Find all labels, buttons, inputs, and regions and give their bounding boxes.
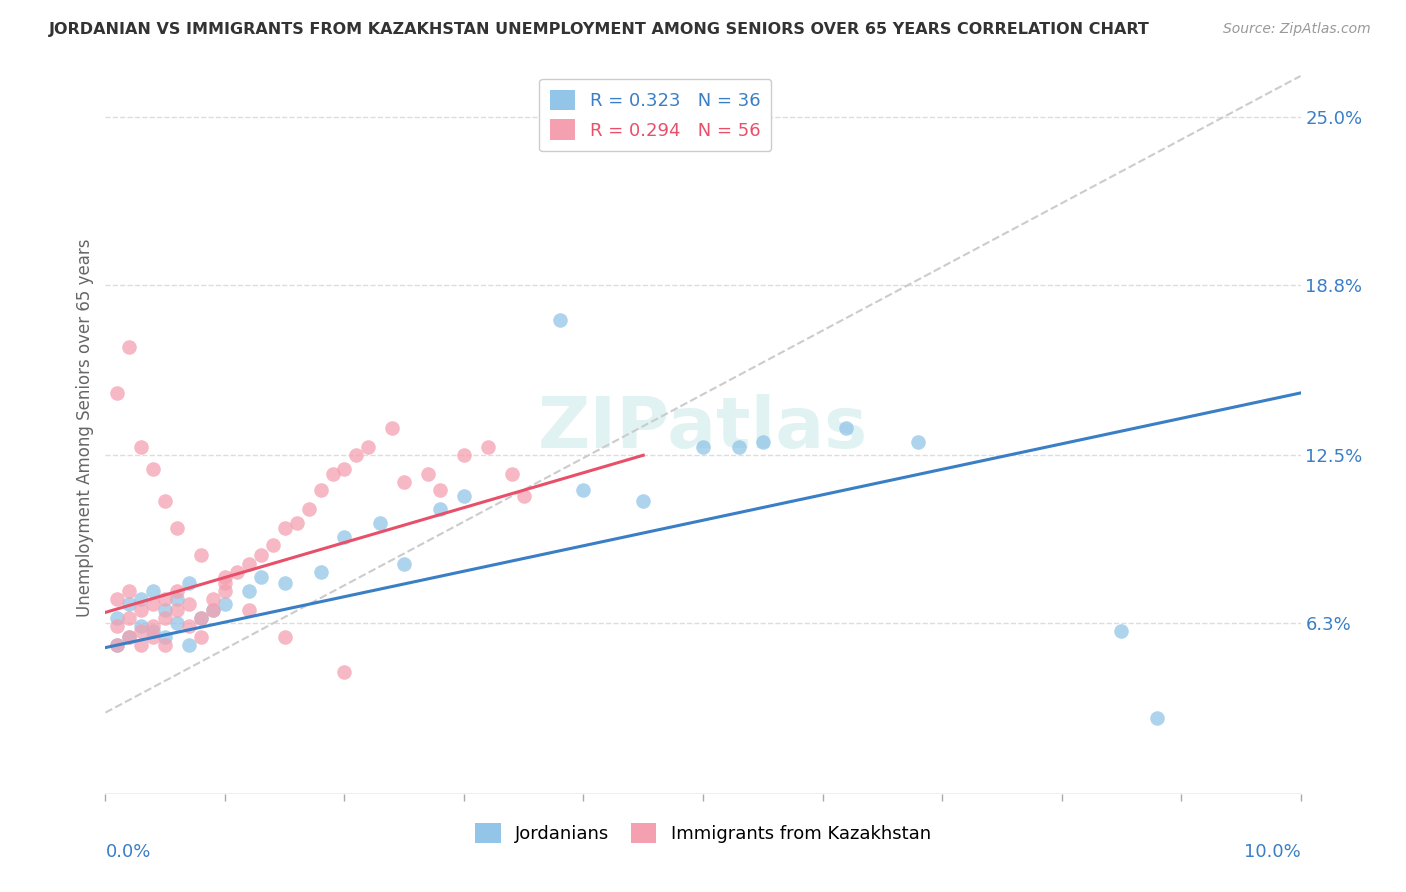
Point [285,516,308,530]
Y-axis label: Unemployment Among Seniors over 65 years: Unemployment Among Seniors over 65 years [76,239,94,617]
Point [142,583,165,598]
Point [142,619,165,633]
Point [418,467,440,482]
Point [155,494,177,508]
Point [250,549,273,563]
Point [429,483,451,498]
Point [129,440,153,454]
Point [129,619,153,633]
Point [142,624,165,639]
Point [177,575,201,590]
Point [142,630,165,644]
Point [190,549,212,563]
Point [129,602,153,616]
Text: 10.0%: 10.0% [1244,843,1301,861]
Point [190,611,212,625]
Point [202,602,225,616]
Point [692,440,714,454]
Point [177,638,201,652]
Point [333,665,356,679]
Point [835,421,858,435]
Point [1111,624,1133,639]
Text: 0.0%: 0.0% [105,843,150,861]
Point [190,630,212,644]
Point [501,467,523,482]
Point [107,386,129,401]
Point [166,591,188,606]
Point [225,565,249,579]
Point [107,611,129,625]
Text: ZIPatlas: ZIPatlas [538,393,868,463]
Point [142,597,165,611]
Point [548,313,571,327]
Point [250,570,273,584]
Point [381,421,404,435]
Point [238,583,260,598]
Point [166,616,188,631]
Point [118,611,141,625]
Point [572,483,595,498]
Point [513,489,536,503]
Point [368,516,391,530]
Point [394,475,416,490]
Point [155,591,177,606]
Text: JORDANIAN VS IMMIGRANTS FROM KAZAKHSTAN UNEMPLOYMENT AMONG SENIORS OVER 65 YEARS: JORDANIAN VS IMMIGRANTS FROM KAZAKHSTAN … [49,22,1150,37]
Point [129,638,153,652]
Point [107,638,129,652]
Point [453,489,475,503]
Point [357,440,380,454]
Point [214,583,236,598]
Point [118,630,141,644]
Point [202,591,225,606]
Point [107,591,129,606]
Point [633,494,655,508]
Point [166,521,188,535]
Point [129,624,153,639]
Point [477,440,499,454]
Point [214,575,236,590]
Text: Source: ZipAtlas.com: Source: ZipAtlas.com [1223,22,1371,37]
Point [273,630,295,644]
Point [238,557,260,571]
Point [155,630,177,644]
Point [333,462,356,476]
Point [907,434,929,449]
Point [321,467,344,482]
Point [309,565,332,579]
Point [129,591,153,606]
Point [273,575,295,590]
Legend: Jordanians, Immigrants from Kazakhstan: Jordanians, Immigrants from Kazakhstan [468,815,938,851]
Point [751,434,773,449]
Point [177,619,201,633]
Point [214,570,236,584]
Point [166,602,188,616]
Point [262,538,284,552]
Point [118,597,141,611]
Point [155,611,177,625]
Point [273,521,295,535]
Point [214,597,236,611]
Point [333,529,356,543]
Point [190,611,212,625]
Point [429,502,451,516]
Point [238,602,260,616]
Point [166,583,188,598]
Point [346,448,368,462]
Point [118,340,141,354]
Point [453,448,475,462]
Point [142,462,165,476]
Point [298,502,321,516]
Point [177,597,201,611]
Point [202,602,225,616]
Point [155,602,177,616]
Point [118,583,141,598]
Point [728,440,751,454]
Point [155,638,177,652]
Point [1146,711,1168,725]
Point [107,638,129,652]
Point [309,483,332,498]
Point [118,630,141,644]
Point [107,619,129,633]
Point [394,557,416,571]
